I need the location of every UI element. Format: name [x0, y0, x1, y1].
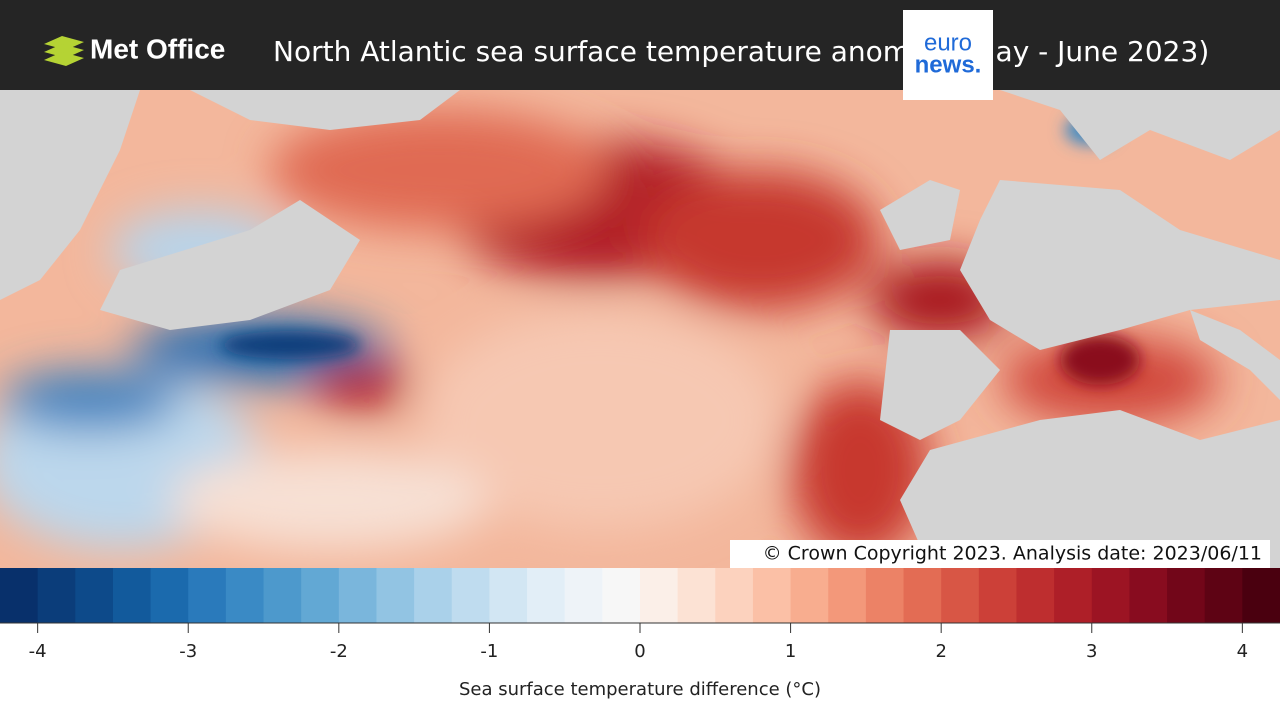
- tick-label: -3: [179, 641, 197, 662]
- tick-label: 3: [1086, 641, 1097, 662]
- tick-label: -2: [330, 641, 348, 662]
- colorbar-swatch: [376, 568, 415, 623]
- logo-top: euro: [924, 29, 972, 56]
- colorbar-swatch: [489, 568, 528, 623]
- colorbar-swatch: [978, 568, 1017, 623]
- colorbar-swatch: [865, 568, 905, 623]
- colorbar-swatch: [263, 568, 302, 623]
- tick-label: 4: [1237, 641, 1248, 662]
- tick-label: -4: [29, 641, 47, 662]
- tick-label: 0: [634, 641, 645, 662]
- colorbar-swatch: [188, 568, 227, 623]
- header-bar: [0, 0, 1280, 90]
- colorbar-swatch: [37, 568, 76, 623]
- colorbar-swatch: [1129, 568, 1168, 623]
- colorbar-swatch: [941, 568, 980, 623]
- colorbar-swatch: [903, 568, 942, 623]
- copyright: © Crown Copyright 2023. Analysis date: 2…: [763, 543, 1262, 565]
- colorbar: -4 -3 -2 -1 0 1 2 3 4: [0, 568, 1280, 662]
- colorbar-label: Sea surface temperature difference (°C): [459, 679, 821, 700]
- colorbar-swatch: [1167, 568, 1206, 623]
- colorbar-swatch: [1054, 568, 1093, 623]
- colorbar-swatch: [225, 568, 265, 623]
- logo-bottom: news.: [915, 51, 982, 78]
- colorbar-swatch: [564, 568, 603, 623]
- tick-label: -1: [480, 641, 498, 662]
- colorbar-swatch: [301, 568, 340, 623]
- colorbar-swatch: [1016, 568, 1055, 623]
- colorbar-swatch: [752, 568, 792, 623]
- colorbar-swatch: [75, 568, 114, 623]
- tick-label: 1: [785, 641, 796, 662]
- copyright-box: [730, 540, 1270, 568]
- colorbar-swatch: [828, 568, 867, 623]
- colorbar-swatch: [715, 568, 754, 623]
- brand: Met Office: [90, 33, 225, 64]
- colorbar-swatch: [1091, 568, 1130, 623]
- colorbar-swatch: [112, 568, 152, 623]
- colorbar-swatch: [790, 568, 829, 623]
- colorbar-swatch: [677, 568, 716, 623]
- colorbar-swatch: [451, 568, 490, 623]
- colorbar-swatch: [150, 568, 189, 623]
- colorbar-swatch: [602, 568, 641, 623]
- title: North Atlantic sea surface temperature a…: [273, 35, 1209, 68]
- map: © Crown Copyright 2023. Analysis date: 2…: [0, 90, 1280, 568]
- colorbar-swatch: [1242, 568, 1280, 623]
- tick-label: 2: [935, 641, 946, 662]
- euronews-logo: [903, 10, 993, 100]
- colorbar-swatch: [414, 568, 453, 623]
- colorbar-swatch: [1204, 568, 1243, 623]
- colorbar-swatch: [527, 568, 566, 623]
- brand-logo-icon: [44, 36, 84, 66]
- colorbar-swatch: [338, 568, 377, 623]
- colorbar-swatch: [640, 568, 679, 623]
- colorbar-swatch: [0, 568, 39, 623]
